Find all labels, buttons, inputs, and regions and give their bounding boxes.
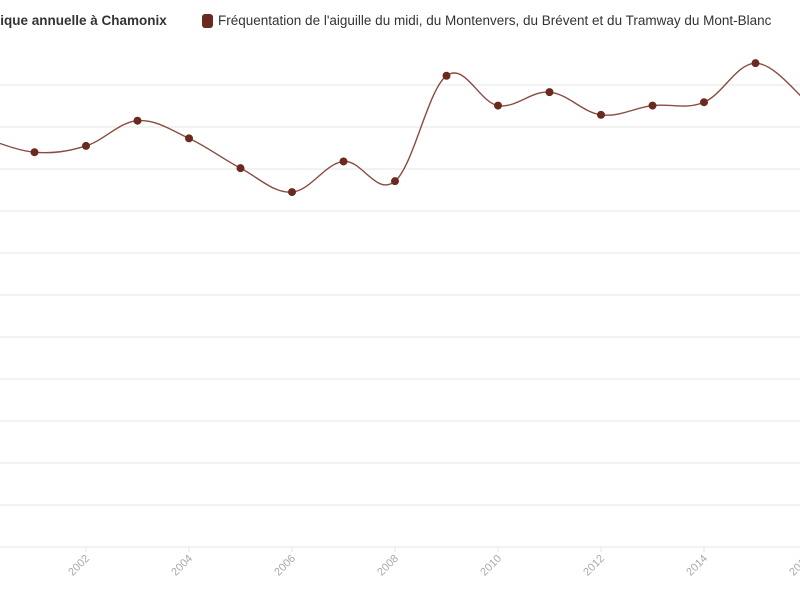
legend-series-label[interactable]: Fréquentation de l'aiguille du midi, du … xyxy=(218,13,772,28)
gridlines xyxy=(0,84,800,548)
data-point-2002[interactable] xyxy=(82,141,90,150)
data-point-2001[interactable] xyxy=(30,148,39,157)
data-point-2004[interactable] xyxy=(185,134,193,143)
data-point-2012[interactable] xyxy=(597,110,605,119)
legend-title: ...ristique annuelle à Chamonix xyxy=(0,13,167,28)
series-line xyxy=(0,62,800,193)
data-point-2007[interactable] xyxy=(339,157,348,166)
legend-swatch[interactable] xyxy=(202,14,213,28)
chart-legend: ...ristique annuelle à Chamonix Fréquent… xyxy=(0,10,800,32)
data-point-2010[interactable] xyxy=(494,101,502,110)
data-point-2009[interactable] xyxy=(442,71,451,80)
x-axis-ticks: 2002 2004 2006 2008 2010 2012 2014 2016 xyxy=(66,547,800,578)
x-tick-label: 2014 xyxy=(684,553,710,579)
data-point-2005[interactable] xyxy=(236,164,245,173)
data-points xyxy=(30,59,760,197)
data-point-2015[interactable] xyxy=(751,59,760,68)
x-tick-label: 2008 xyxy=(375,553,401,579)
data-point-2003[interactable] xyxy=(133,116,142,125)
data-point-2006[interactable] xyxy=(288,188,296,197)
x-tick-label: 2006 xyxy=(272,553,298,579)
data-point-2011[interactable] xyxy=(545,88,554,97)
x-tick-label: 2012 xyxy=(581,553,607,579)
series-line-layer xyxy=(0,62,800,193)
x-tick-label: 2004 xyxy=(169,553,195,579)
x-tick-label: 2010 xyxy=(478,553,504,579)
x-tick-label: 2002 xyxy=(66,553,92,579)
data-point-2013[interactable] xyxy=(648,101,657,110)
x-tick-label: 2016 xyxy=(787,553,800,579)
data-point-2014[interactable] xyxy=(700,98,708,107)
data-point-2008[interactable] xyxy=(391,177,399,186)
